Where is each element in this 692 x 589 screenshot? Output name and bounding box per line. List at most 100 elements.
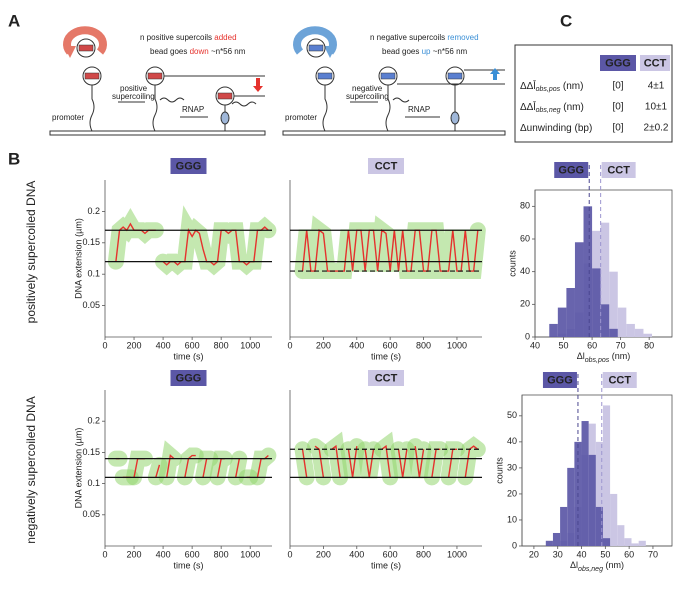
caption: bead goes down ~n*56 nm (150, 47, 246, 56)
histogram-bar (626, 323, 635, 337)
twist-arrow (293, 26, 337, 55)
label: promoter (52, 113, 84, 122)
histogram-bar (592, 268, 601, 337)
rnap (220, 111, 230, 125)
panel-label: A (8, 11, 20, 30)
chart-title: CCT (375, 160, 398, 172)
histogram-bar (617, 307, 627, 337)
histogram-bar (545, 540, 553, 546)
histogram-bar (595, 441, 603, 546)
x-tick-label: 400 (156, 340, 171, 350)
x-axis-label-part: obs,neg (578, 566, 603, 573)
y-axis-label: DNA extension (µm) (73, 218, 83, 299)
magnet (317, 72, 333, 80)
x-tick-label: 40 (577, 549, 587, 559)
y-tick-label: 0 (525, 331, 530, 341)
table-header: CCT (644, 57, 667, 69)
table-cell: 10±1 (645, 102, 668, 113)
histogram-bar (581, 421, 589, 546)
table-cell: [0] (612, 102, 623, 113)
trace-line (155, 464, 161, 478)
up-arrow (490, 68, 500, 80)
chart-title: GGG (176, 160, 202, 172)
twist-arrow (63, 26, 107, 55)
y-tick-label: 50 (507, 410, 517, 420)
x-tick-label: 800 (214, 549, 229, 559)
table-cell: [0] (612, 81, 623, 92)
magnet (84, 72, 100, 80)
plectoneme (231, 101, 257, 107)
row-label: negatively supercoiled DNA (24, 396, 38, 543)
histogram-bar (602, 405, 611, 546)
label: supercoiling (346, 92, 389, 101)
y-tick-label: 0.1 (87, 478, 100, 488)
x-axis-label-part: Δl (577, 351, 585, 361)
histogram-bar (610, 493, 618, 546)
dna (152, 79, 158, 132)
legend-label: GGG (558, 164, 584, 176)
histogram-bar (574, 242, 584, 337)
x-tick-label: 800 (214, 340, 229, 350)
histogram-bar (600, 222, 610, 337)
x-tick-label: 60 (587, 340, 597, 350)
x-tick-label: 50 (559, 340, 569, 350)
table-cell: ΔΔl̄obs,pos (nm) (520, 79, 583, 93)
y-tick-label: 40 (520, 266, 530, 276)
label: RNAP (408, 105, 430, 114)
label: negative (352, 84, 383, 93)
y-tick-label: 0 (512, 540, 517, 550)
y-axis-label: DNA extension (µm) (73, 428, 83, 509)
x-tick-label: 200 (127, 549, 142, 559)
table-cell: Δunwinding (bp) (520, 123, 592, 134)
x-tick-label: 1000 (447, 340, 467, 350)
x-axis-label: time (s) (174, 560, 204, 570)
label: supercoiling (112, 92, 155, 101)
x-axis-label: time (s) (371, 351, 401, 361)
trace-line (235, 458, 241, 478)
histogram-bar (609, 328, 618, 337)
trace-line (381, 444, 391, 478)
magnet (308, 44, 324, 52)
table-cell-part: (nm) (561, 102, 584, 113)
x-tick-label: 40 (530, 340, 540, 350)
y-tick-label: 40 (507, 436, 517, 446)
x-tick-label: 600 (383, 340, 398, 350)
x-tick-label: 50 (600, 549, 610, 559)
histogram-bar (624, 538, 632, 546)
histogram-bar (595, 506, 603, 546)
histogram-bar (549, 323, 558, 337)
histogram-bar (552, 532, 561, 546)
title-box (368, 158, 404, 174)
table-frame (514, 44, 673, 143)
plectoneme (392, 97, 410, 103)
legend-label: GGG (547, 374, 573, 386)
histogram-bar (566, 288, 575, 337)
table-cell-part: Δunwinding (bp) (520, 123, 592, 134)
down-arrow (253, 78, 263, 92)
x-tick-label: 200 (316, 549, 331, 559)
x-tick-label: 0 (287, 549, 292, 559)
y-tick-label: 30 (507, 462, 517, 472)
x-tick-label: 800 (416, 549, 431, 559)
table-header-box (640, 55, 670, 71)
x-tick-label: 1000 (240, 549, 260, 559)
table-cell: 4±1 (648, 81, 665, 92)
trace-line (301, 449, 308, 478)
histogram-bar (600, 304, 610, 337)
trace-line (314, 445, 325, 478)
x-axis-label: time (s) (174, 351, 204, 361)
dna (322, 79, 328, 132)
x-tick-label: 80 (644, 340, 654, 350)
x-tick-label: 400 (349, 340, 364, 350)
label: RNAP (182, 105, 204, 114)
table-cell: ΔΔl̄obs,neg (nm) (520, 100, 584, 114)
table-cell-part: (nm) (560, 81, 583, 92)
magnet (147, 72, 163, 80)
x-axis-label-part: (nm) (609, 351, 630, 361)
rnap (450, 111, 460, 125)
table-cell: [0] (612, 123, 623, 134)
legend-label: CCT (607, 164, 630, 176)
y-tick-label: 10 (507, 514, 517, 524)
table-cell-part: ΔΔl̄ (520, 100, 537, 113)
